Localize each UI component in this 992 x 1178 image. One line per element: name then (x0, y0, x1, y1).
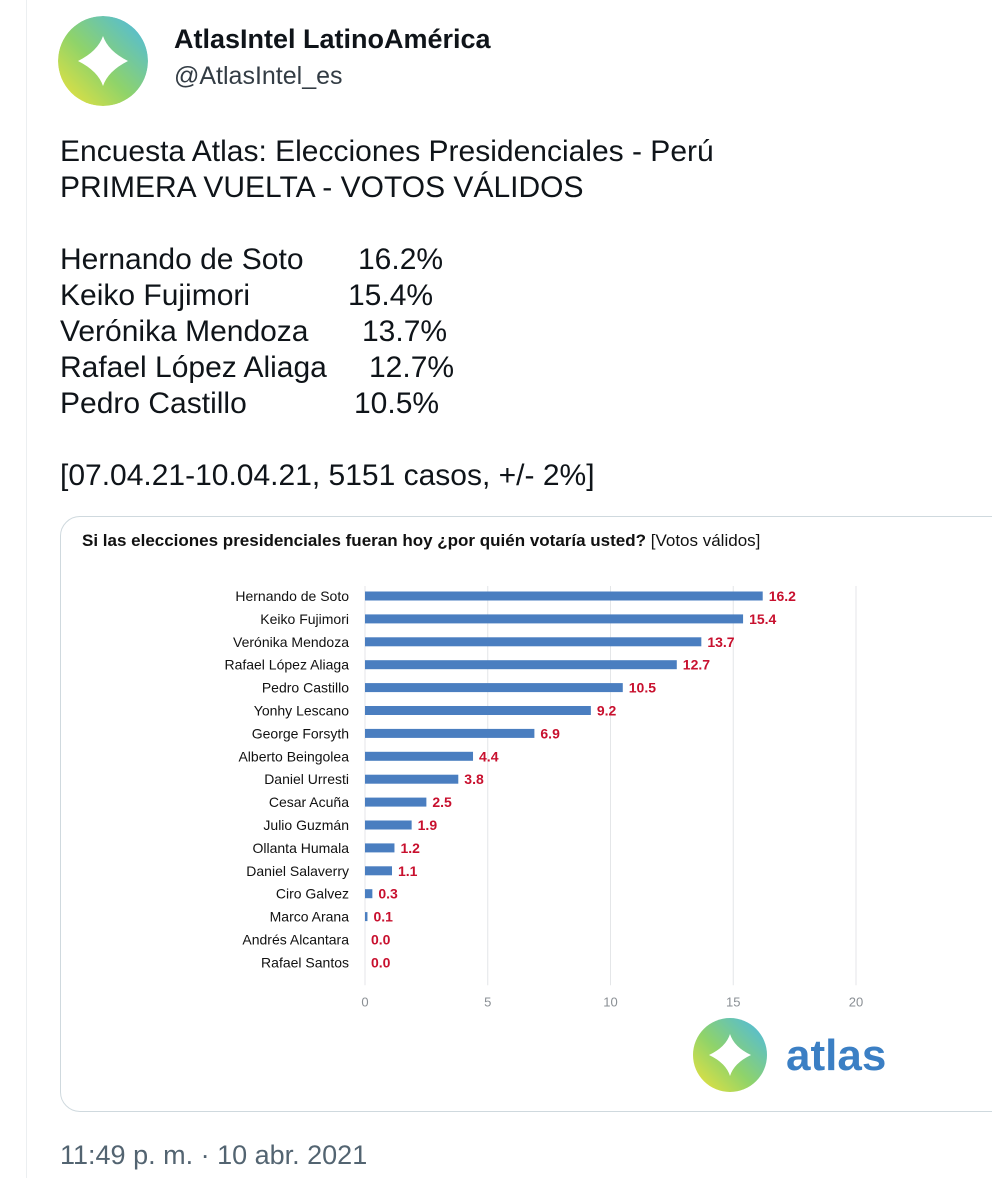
bar (365, 728, 535, 738)
data-label: 9.2 (597, 703, 617, 719)
bar (365, 706, 591, 715)
category-label: Daniel Urresti (264, 771, 349, 787)
bar (365, 774, 459, 784)
bar (365, 591, 763, 601)
data-label: 0.3 (378, 886, 398, 902)
category-label: Ollanta Humala (253, 840, 350, 856)
result-name: Hernando de Soto (60, 243, 304, 276)
author-name[interactable]: AtlasIntel LatinoAmérica (174, 24, 491, 54)
category-label: Julio Guzmán (263, 817, 349, 833)
media-card[interactable] (60, 516, 992, 1112)
category-label: Yonhy Lescano (254, 703, 349, 719)
category-label: Marco Arana (270, 909, 350, 925)
x-tick-label: 5 (484, 994, 491, 1009)
result-name: Rafael López Aliaga (60, 351, 327, 384)
category-label: Verónika Mendoza (233, 634, 349, 650)
result-name: Verónika Mendoza (60, 315, 309, 348)
atlas-logo-text: atlas (786, 1031, 886, 1080)
tweet-timestamp[interactable]: 11:49 p. m. · 10 abr. 2021 (60, 1140, 368, 1170)
atlas-compass-icon (58, 16, 148, 106)
x-tick-label: 0 (361, 994, 368, 1009)
bar (365, 751, 474, 761)
result-pct: 13.7% (362, 315, 448, 348)
bar (365, 866, 393, 876)
category-label: George Forsyth (252, 725, 349, 741)
data-label: 1.9 (418, 817, 438, 833)
chart-title: Si las elecciones presidenciales fueran … (82, 531, 760, 551)
data-label: 12.7 (683, 657, 710, 673)
result-pct: 12.7% (369, 351, 455, 384)
author-handle[interactable]: @AtlasIntel_es (174, 62, 343, 90)
tweet-line-subtitle: PRIMERA VUELTA - VOTOS VÁLIDOS (60, 171, 584, 204)
category-label: Ciro Galvez (276, 886, 349, 902)
category-label: Cesar Acuña (269, 794, 349, 810)
data-label: 1.1 (398, 863, 418, 879)
result-name: Keiko Fujimori (60, 279, 251, 312)
result-name: Pedro Castillo (60, 387, 247, 420)
result-pct: 15.4% (348, 279, 434, 312)
category-label: Daniel Salaverry (246, 863, 349, 879)
result-pct: 10.5% (354, 387, 440, 420)
data-label: 3.8 (464, 771, 484, 787)
bar (365, 843, 395, 853)
bar (365, 820, 412, 830)
tweet-line-title: Encuesta Atlas: Elecciones Presidenciale… (60, 135, 714, 168)
data-label: 15.4 (749, 611, 776, 627)
data-label: 0.0 (371, 954, 391, 970)
data-label: 1.2 (400, 840, 420, 856)
data-label: 16.2 (769, 588, 796, 604)
data-label: 0.0 (371, 932, 391, 948)
bar (365, 660, 677, 670)
data-label: 6.9 (540, 725, 560, 741)
category-label: Alberto Beingolea (238, 748, 349, 764)
x-tick-label: 10 (603, 994, 617, 1009)
chart-title-text: Si las elecciones presidenciales fueran … (82, 531, 647, 550)
bar (365, 683, 623, 693)
x-tick-label: 15 (726, 994, 740, 1009)
data-label: 10.5 (629, 680, 656, 696)
atlas-logo-star (709, 1034, 751, 1076)
result-pct: 16.2% (358, 243, 444, 276)
category-label: Rafael López Aliaga (224, 657, 349, 673)
bar (365, 797, 427, 807)
category-label: Rafael Santos (261, 954, 349, 970)
category-label: Keiko Fujimori (260, 611, 349, 627)
bar (365, 912, 368, 922)
bar (365, 614, 744, 624)
timeline-divider (26, 0, 27, 1178)
category-label: Andrés Alcantara (242, 932, 349, 948)
atlas-logo: atlas (693, 1018, 886, 1092)
data-label: 4.4 (479, 748, 499, 764)
data-label: 2.5 (432, 794, 452, 810)
x-tick-label: 20 (849, 994, 863, 1009)
category-label: Hernando de Soto (235, 588, 349, 604)
bar (365, 889, 373, 899)
bar-chart: Hernando de Soto 16.2 Keiko Fujimori 15.4 Ve… (224, 586, 886, 1092)
data-label: 13.7 (707, 634, 734, 650)
category-label: Pedro Castillo (262, 680, 349, 696)
chart-subtitle: [Votos válidos] (650, 531, 761, 550)
avatar[interactable] (58, 16, 148, 106)
bar (365, 637, 702, 647)
data-label: 0.1 (373, 909, 393, 925)
tweet-footnote: [07.04.21-10.04.21, 5151 casos, +/- 2%] (60, 459, 595, 492)
